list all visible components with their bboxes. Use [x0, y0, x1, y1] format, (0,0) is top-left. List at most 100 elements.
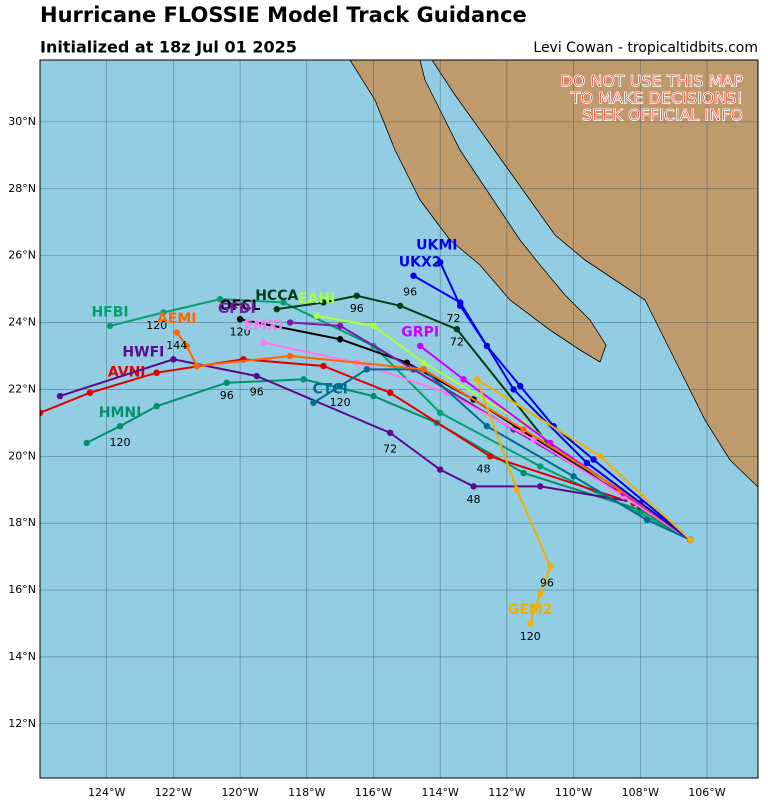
hour-label: 96 — [220, 389, 234, 402]
track-point — [313, 312, 320, 320]
model-label: OFCL — [220, 298, 261, 314]
warning-line: DO NOT USE THIS MAP — [560, 72, 743, 91]
track-point — [473, 376, 481, 383]
model-label: HWFI — [122, 345, 164, 361]
track-line — [312, 368, 691, 541]
model-label: EAHI — [298, 291, 335, 307]
hour-label: 120 — [110, 436, 131, 449]
y-tick-label: 24°N — [8, 316, 36, 329]
track-point — [590, 456, 597, 463]
hour-label: 96 — [540, 576, 554, 589]
track-point — [513, 486, 521, 493]
x-tick-label: 122°W — [155, 786, 192, 799]
track-point — [173, 329, 180, 336]
hour-label: 96 — [350, 302, 364, 315]
hour-label: 96 — [403, 285, 417, 298]
track-point — [286, 319, 294, 326]
title: Hurricane FLOSSIE Model Track Guidance — [40, 3, 527, 27]
model-label: GFDI — [218, 301, 256, 317]
track-point — [687, 536, 694, 544]
track-point — [353, 292, 361, 299]
hour-label: 72 — [447, 312, 461, 325]
track-point — [86, 389, 94, 396]
track-point — [453, 326, 461, 333]
track-point — [153, 402, 160, 410]
track-point — [370, 392, 377, 400]
track-point — [286, 352, 294, 360]
x-tick-label: 118°W — [288, 786, 325, 799]
track-point — [386, 389, 394, 396]
track-point — [420, 366, 427, 373]
track-point — [517, 382, 524, 390]
hour-label: 120 — [146, 319, 167, 332]
track-point — [370, 322, 377, 330]
track-point — [336, 322, 344, 330]
hour-label: 120 — [520, 630, 541, 643]
y-tick-label: 18°N — [8, 516, 36, 529]
track-point — [436, 409, 444, 417]
track-point — [396, 302, 404, 309]
track-point — [510, 386, 517, 393]
track-point — [253, 372, 260, 380]
track-point — [386, 429, 394, 437]
track-point — [300, 376, 307, 383]
x-tick-label: 114°W — [421, 786, 458, 799]
track-point — [336, 336, 344, 343]
hour-label: 120 — [230, 326, 251, 339]
y-tick-label: 22°N — [8, 382, 36, 395]
track-point — [520, 426, 527, 433]
warning-line: SEEK OFFICIAL INFO — [582, 106, 743, 125]
hour-label: 96 — [250, 386, 264, 399]
model-label: AEMI — [157, 311, 197, 327]
hour-label: 144 — [166, 339, 187, 352]
model-label: UKX2 — [399, 254, 442, 270]
track-point — [456, 299, 464, 306]
hour-label: 72 — [450, 336, 464, 349]
track-point — [570, 473, 577, 480]
track-point — [320, 299, 327, 306]
track-point — [56, 392, 64, 400]
x-tick-label: 112°W — [488, 786, 525, 799]
track-point — [83, 439, 90, 447]
track-point — [236, 315, 244, 323]
track-point — [530, 436, 537, 443]
track-point — [537, 463, 544, 470]
track-point — [597, 453, 604, 460]
track-point — [537, 483, 544, 490]
model-label: HFBI — [91, 304, 128, 320]
y-tick-label: 12°N — [8, 717, 36, 730]
x-tick-label: 106°W — [688, 786, 725, 799]
track-point — [320, 362, 327, 370]
y-tick-label: 26°N — [8, 249, 36, 262]
track-point — [160, 309, 167, 316]
track-point — [216, 295, 224, 303]
model-label: HCCA — [255, 288, 298, 304]
track-point — [273, 305, 280, 313]
track-point — [520, 469, 527, 477]
model-label: EMXI — [244, 318, 284, 334]
y-tick-label: 14°N — [8, 650, 36, 663]
track-point — [416, 342, 424, 350]
y-tick-label: 30°N — [8, 115, 36, 128]
y-tick-label: 20°N — [8, 449, 36, 462]
track-point — [537, 590, 544, 597]
track-point — [183, 342, 190, 350]
track-point — [40, 409, 44, 417]
track-point — [223, 379, 230, 386]
y-tick-label: 16°N — [8, 583, 36, 596]
track-point — [410, 272, 417, 279]
track-point — [583, 459, 591, 467]
track-point — [260, 339, 267, 346]
credit: Levi Cowan - tropicaltidbits.com — [533, 40, 758, 56]
y-tick-label: 28°N — [8, 182, 36, 195]
track-point — [436, 466, 444, 473]
track-point — [336, 382, 344, 390]
model-label: CTCI — [312, 381, 347, 397]
x-tick-label: 116°W — [355, 786, 392, 799]
warning-line: TO MAKE DECISIONS! — [570, 89, 743, 108]
track-point — [547, 563, 554, 570]
track-point — [527, 620, 534, 627]
track-point — [363, 366, 371, 373]
hour-label: 48 — [467, 493, 481, 506]
